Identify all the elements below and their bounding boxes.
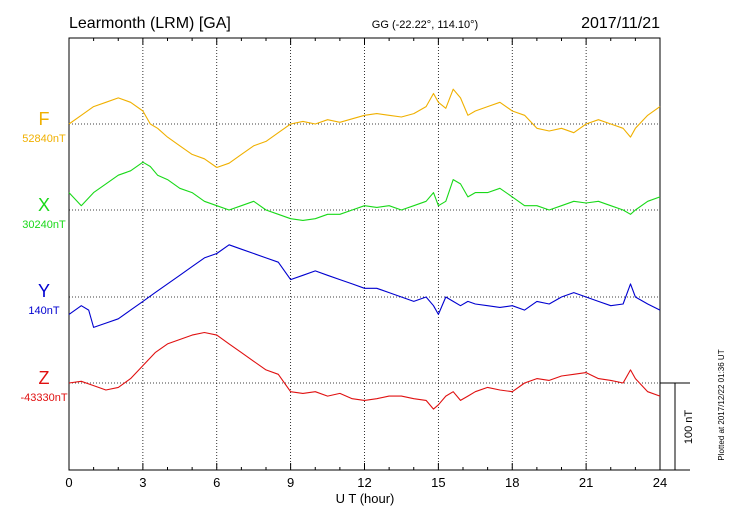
series-name-Z: Z	[39, 368, 50, 388]
x-tick-label: 21	[579, 475, 593, 490]
series-line-Z	[68, 331, 661, 410]
x-axis-label: U T (hour)	[336, 491, 395, 506]
date-label: 2017/11/21	[581, 15, 660, 32]
x-tick-label: 6	[213, 475, 220, 490]
scale-bar: 100 nT	[660, 382, 695, 471]
scale-bar-label: 100 nT	[683, 410, 695, 445]
series-name-F: F	[39, 109, 50, 129]
x-tick-label: 9	[287, 475, 294, 490]
series-line-Y	[68, 244, 661, 328]
x-tick-label: 15	[431, 475, 445, 490]
station-title: Learmonth (LRM) [GA]	[69, 15, 231, 32]
x-tick-label: 3	[139, 475, 146, 490]
series-group	[68, 88, 661, 410]
baseline-label-F: 52840nT	[22, 133, 66, 145]
baseline-label-Y: 140nT	[28, 305, 59, 317]
series-line-X	[68, 161, 661, 221]
plotted-timestamp: Plotted at 2017/12/22 01:36 UT	[717, 349, 726, 460]
x-axis: 0 3 6 9 12 15 18 21 24	[65, 38, 667, 490]
series-line-F	[68, 88, 661, 169]
series-name-Y: Y	[38, 281, 50, 301]
coordinates-label: GG (-22.22°, 114.10°)	[372, 19, 478, 31]
baseline-label-Z: -43330nT	[20, 392, 67, 404]
grid	[69, 38, 660, 470]
baseline-label-X: 30240nT	[22, 219, 66, 231]
series-name-X: X	[38, 195, 50, 215]
x-tick-label: 12	[357, 475, 371, 490]
x-tick-label: 18	[505, 475, 519, 490]
x-tick-label: 0	[65, 475, 72, 490]
x-tick-label: 24	[653, 475, 667, 490]
